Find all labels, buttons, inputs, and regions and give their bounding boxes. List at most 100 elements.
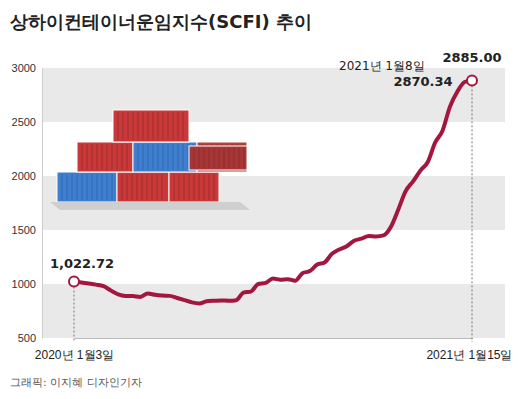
- y-tick: 3000: [12, 62, 42, 74]
- y-tick-label: 2000: [12, 170, 36, 182]
- x-tick: 2020년 1월3일: [35, 338, 114, 362]
- container-rib: [87, 174, 88, 200]
- container-rib: [234, 148, 235, 168]
- container-rib: [204, 148, 205, 168]
- container-rib: [184, 174, 185, 200]
- title: 상하이컨테이너운임지수(SCFI) 추이: [10, 11, 312, 32]
- container-rib: [142, 174, 143, 200]
- container-rib: [163, 112, 164, 140]
- container-rib: [163, 144, 164, 170]
- x-tick-label: 2020년 1월3일: [35, 348, 114, 362]
- container-rib: [127, 144, 128, 170]
- container-rib: [132, 174, 133, 200]
- container-rib: [128, 112, 129, 140]
- container-rib: [107, 144, 108, 170]
- value-label: 2870.34: [393, 74, 452, 89]
- container-rib: [178, 144, 179, 170]
- container-rib: [102, 174, 103, 200]
- container-rib: [194, 174, 195, 200]
- grid-band: [42, 230, 505, 284]
- container-rib: [188, 144, 189, 170]
- y-tick: 1000: [12, 278, 42, 290]
- container-rib: [214, 174, 215, 200]
- y-tick: 1500: [12, 224, 42, 236]
- x-tick: 2021년 1월15일: [426, 338, 512, 362]
- container: [189, 146, 247, 170]
- containers-illustration: [50, 110, 250, 210]
- container-shadow: [50, 202, 250, 210]
- container-rib: [199, 148, 200, 168]
- container-rib: [97, 174, 98, 200]
- container-rib: [138, 112, 139, 140]
- container-rib: [239, 148, 240, 168]
- container-rib: [143, 144, 144, 170]
- container-rib: [204, 174, 205, 200]
- container-rib: [152, 174, 153, 200]
- y-tick: 2000: [12, 170, 42, 182]
- container-rib: [158, 112, 159, 140]
- container: [77, 142, 133, 172]
- container-rib: [244, 148, 245, 168]
- container-rib: [82, 174, 83, 200]
- container-rib: [72, 174, 73, 200]
- container: [113, 110, 189, 142]
- container-rib: [117, 144, 118, 170]
- end-marker: [467, 75, 477, 85]
- container-rib: [87, 144, 88, 170]
- container-rib: [209, 148, 210, 168]
- container-rib: [183, 144, 184, 170]
- container-rib: [122, 144, 123, 170]
- container-rib: [173, 112, 174, 140]
- container-rib: [209, 174, 210, 200]
- container-rib: [157, 174, 158, 200]
- container-rib: [67, 174, 68, 200]
- value-label: 1,022.72: [50, 256, 114, 271]
- y-tick-label: 1500: [12, 224, 36, 236]
- container-rib: [179, 174, 180, 200]
- x-tick-label: 2021년 1월15일: [426, 348, 512, 362]
- container-rib: [178, 112, 179, 140]
- container-rib: [219, 148, 220, 168]
- container-rib: [199, 174, 200, 200]
- y-tick-label: 2500: [12, 116, 36, 128]
- end-marker: [69, 277, 79, 287]
- container-rib: [112, 174, 113, 200]
- caption: 그래픽: 이지혜 디자인기자: [10, 376, 142, 389]
- container-rib: [224, 148, 225, 168]
- container-rib: [118, 112, 119, 140]
- container-rib: [174, 174, 175, 200]
- container-rib: [137, 174, 138, 200]
- grid: [42, 68, 505, 338]
- guide-line: [472, 85, 473, 342]
- container-rib: [92, 174, 93, 200]
- container-rib: [77, 174, 78, 200]
- container-rib: [107, 174, 108, 200]
- x-axis-line: [75, 338, 473, 339]
- value-labels: 1,022.72 2870.34 2885.00: [50, 50, 502, 270]
- container-rib: [123, 112, 124, 140]
- container-rib: [82, 144, 83, 170]
- container-rib: [133, 112, 134, 140]
- container-rib: [148, 144, 149, 170]
- grid-band: [42, 68, 505, 122]
- guides: [74, 85, 472, 342]
- container-rib: [214, 148, 215, 168]
- y-tick: 500: [18, 332, 42, 344]
- container-rib: [183, 112, 184, 140]
- grid-band: [42, 122, 505, 176]
- y-tick-label: 1000: [12, 278, 36, 290]
- container: [117, 172, 169, 202]
- x-axis: 2020년 1월3일 2021년 1월15일: [35, 338, 513, 362]
- container-rib: [168, 112, 169, 140]
- container-rib: [62, 174, 63, 200]
- container-rib: [102, 144, 103, 170]
- y-tick-label: 3000: [12, 62, 36, 74]
- container-rib: [138, 144, 139, 170]
- value-label: 2885.00: [442, 50, 501, 65]
- series-line: [74, 80, 472, 303]
- y-axis-line: [42, 69, 43, 339]
- chart: 500 1000 1500 2000 2500 3000 2020년 1월3일 2021년 1…: [0, 0, 520, 399]
- container-rib: [148, 112, 149, 140]
- container-rib: [127, 174, 128, 200]
- annotation: 2021년 1월8일: [339, 59, 425, 73]
